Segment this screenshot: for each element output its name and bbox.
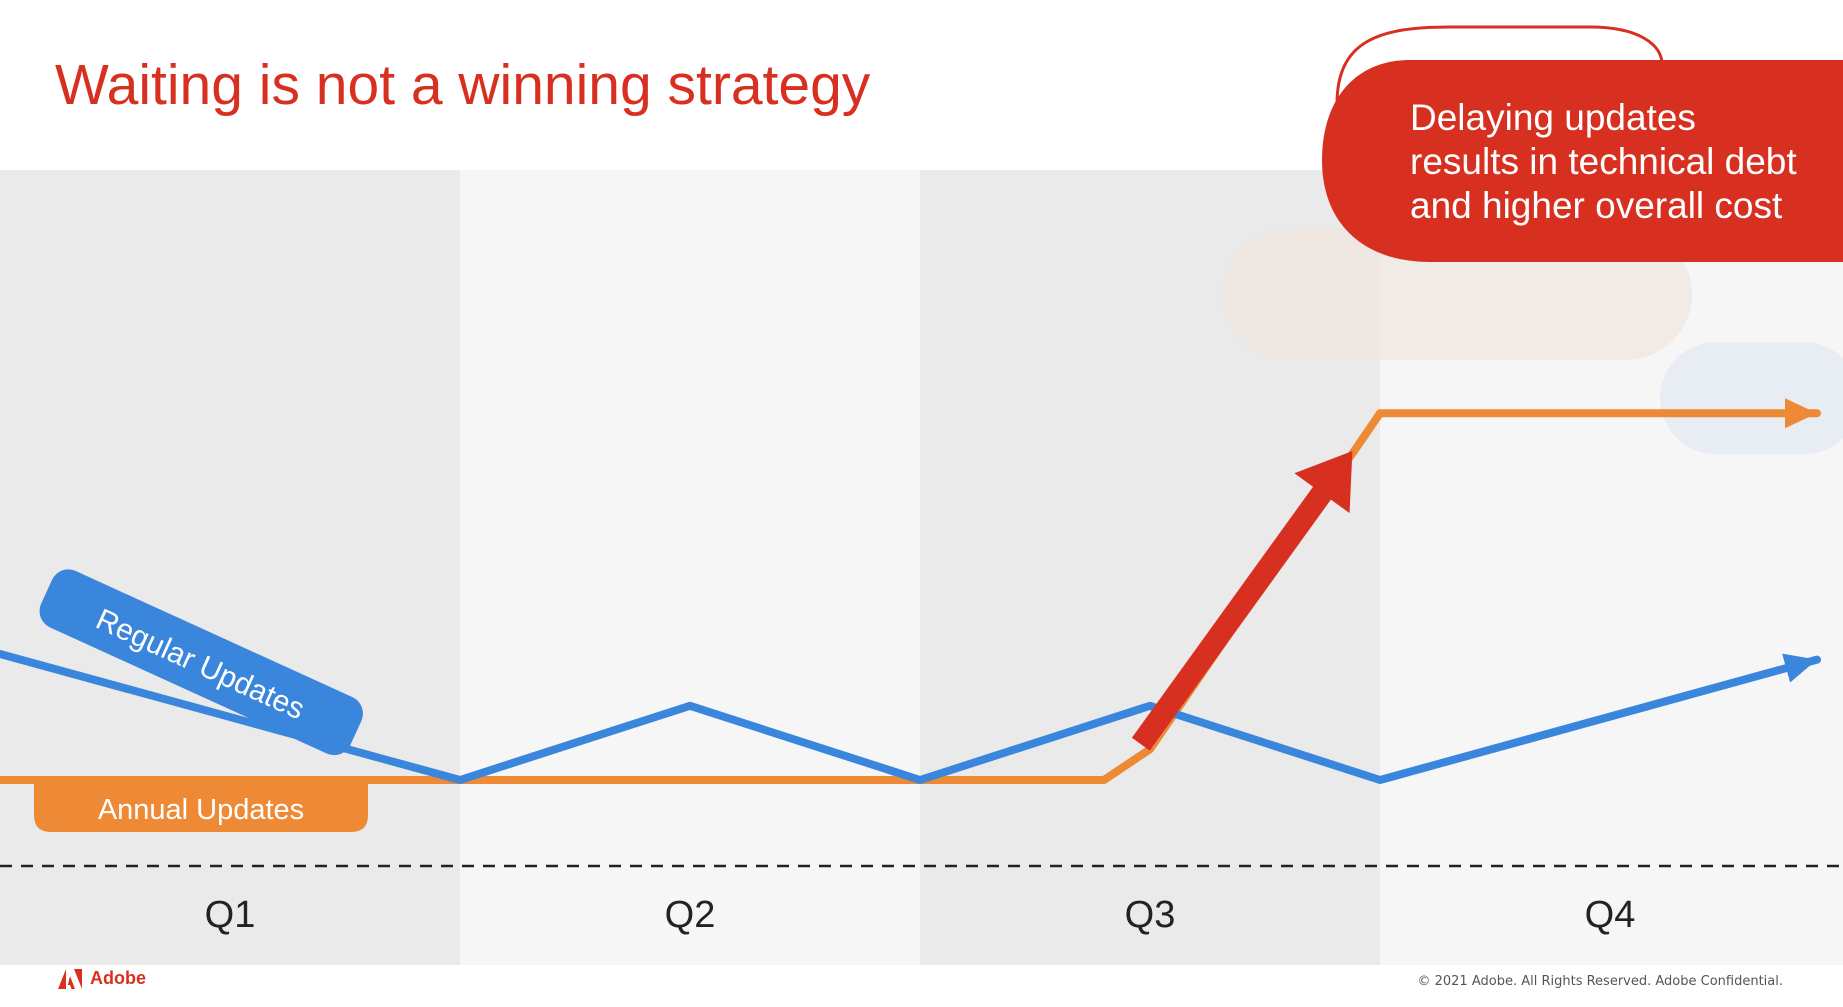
x-axis-labels: Q1 Q2 Q3 Q4 bbox=[205, 894, 1636, 936]
x-tick-label-q2: Q2 bbox=[665, 894, 716, 936]
footer-brand: Adobe bbox=[58, 968, 146, 989]
series-line-regular-updates bbox=[0, 650, 1821, 784]
callout-line-2: results in technical debt bbox=[1410, 141, 1797, 182]
cost-increase-arrow bbox=[1131, 451, 1353, 751]
decor-blob-blue bbox=[1660, 342, 1843, 454]
callout-outline bbox=[1335, 25, 1664, 105]
x-tick-label-q1: Q1 bbox=[205, 894, 256, 936]
series-label-annual-updates-text: Annual Updates bbox=[98, 794, 304, 826]
callout-text: Delaying updates results in technical de… bbox=[1410, 96, 1830, 228]
x-tick-label-q4: Q4 bbox=[1585, 894, 1636, 936]
series-label-annual-updates: Annual Updates bbox=[34, 778, 368, 832]
footer-brand-name: Adobe bbox=[90, 968, 146, 988]
callout-shape bbox=[1322, 60, 1843, 262]
band-q2 bbox=[460, 170, 920, 965]
page-title: Waiting is not a winning strategy bbox=[55, 53, 871, 117]
x-tick-label-q3: Q3 bbox=[1125, 894, 1176, 936]
callout-layer bbox=[1322, 25, 1843, 262]
adobe-logo-icon bbox=[58, 968, 82, 989]
callout-line-1: Delaying updates bbox=[1410, 97, 1696, 138]
callout-line-3: and higher overall cost bbox=[1410, 185, 1783, 226]
series-arrowhead-annual-updates bbox=[1785, 398, 1817, 429]
cost-arrow-layer bbox=[1131, 451, 1353, 751]
copyright-text: © 2021 Adobe. All Rights Reserved. Adobe… bbox=[1417, 974, 1783, 989]
series-arrowhead-regular-updates bbox=[1782, 653, 1817, 683]
band-q1 bbox=[0, 170, 460, 965]
